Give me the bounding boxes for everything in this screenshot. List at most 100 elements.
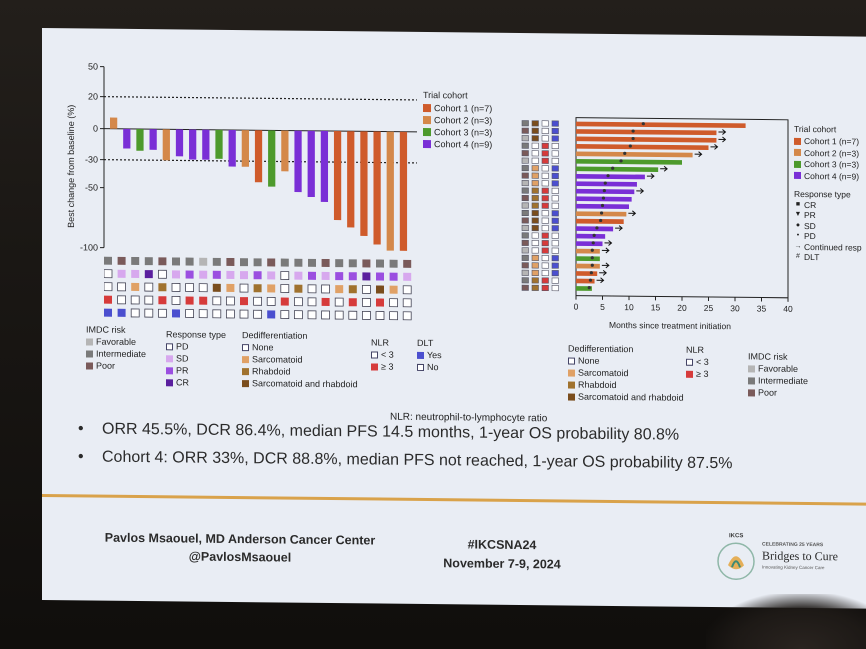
presenter-name: Pavlos Msaouel, MD Anderson Cancer Cente… [104,530,376,548]
response-marker-icon [590,248,594,252]
waterfall-annotation-cell [104,308,112,317]
waterfall-annotation-cell [348,310,358,320]
legend-item: No [417,362,442,373]
bullet-dot-icon: • [78,448,84,466]
waterfall-annotation-cell [104,282,113,292]
response-marker-icon [587,286,591,290]
legend-item: ≥ 3 [371,361,394,372]
bullet-item: • ORR 45.5%, DCR 86.4%, median PFS 14.5 m… [72,420,852,446]
response-marker-icon [599,211,604,215]
waterfall-annotation-cell [158,283,167,292]
right-legends: Dedifferentiation None Sarcomatoid Rhabdoid… [568,340,866,413]
waterfall-bar [202,129,210,160]
legend-item: < 3 [686,357,709,368]
waterfall-y-tick-label: 20 [88,91,98,101]
swimmer-annotation-cell [531,142,539,149]
waterfall-annotation-cell [253,258,262,267]
bullet-dot-icon: • [78,420,84,438]
swimmer-annotation-cell [551,120,559,127]
presentation-slide: 50 20 0 -30 -50 -100 Best change from baselin… [42,28,866,609]
swimmer-annotation-cell [551,285,559,292]
legend-swatch [417,351,424,360]
swimmer-annotation-cell [521,157,529,164]
waterfall-bar [268,130,276,187]
left-legends: IMDC risk Favorable Intermediate Poor Respo… [86,324,442,408]
waterfall-annotation-cell [226,309,235,319]
legend-item: < 3 [371,349,394,360]
legend-label: None [578,355,600,366]
swimmer-annotation-cell [541,284,549,292]
logo-tagline: CELEBRATING 25 YEARS [762,541,824,549]
swimmer-annotation-cell [521,269,529,276]
swimmer-annotation-cell [531,187,539,194]
response-marker-icon [601,196,606,200]
waterfall-annotation-cell [104,295,112,304]
waterfall-annotation-cell [267,310,276,319]
swimmer-x-tick-label: 10 [624,302,634,312]
continued-response-arrow-icon [710,143,719,150]
waterfall-bar [136,128,144,151]
waterfall-bar [281,130,289,172]
legend-swatch [166,343,173,351]
swimmer-annotation-cell [551,165,559,172]
legend-swatch [423,127,431,137]
legend-swatch [794,137,801,145]
waterfall-annotation-cell [253,296,263,306]
legend-item: Intermediate [86,348,146,360]
swimmer-annotation-cell [551,180,559,187]
swimmer-annotation-cell [531,269,539,276]
swimmer-annotation-cell [521,224,529,231]
swimmer-annotation-cell [531,195,539,202]
legend-swatch [423,139,431,149]
response-marker-icon [589,271,593,275]
waterfall-annotation-cell [321,258,330,268]
swimmer-annotation-cell [521,217,529,224]
swimmer-annotation-cell [521,232,529,239]
waterfall-y-tick-label: 0 [93,124,98,134]
swimmer-annotation-cell [531,232,539,239]
waterfall-annotation-cell [158,269,167,279]
swimmer-annotation-cell [541,127,549,134]
legend-title: IMDC risk [748,351,788,362]
waterfall-annotation-cell [280,297,289,306]
waterfall-annotation-cell [321,271,330,281]
waterfall-bar [333,131,342,221]
waterfall-annotation-cell [266,296,276,306]
waterfall-annotation-cell [376,285,384,294]
bullet-text: ORR 45.5%, DCR 86.4%, median PFS 14.5 mo… [102,420,680,444]
continued-response-arrow-icon [601,262,610,269]
continued-response-arrow-icon [694,151,703,158]
logo-acronym: IKCS [729,533,744,540]
swimmer-legend-item: Cohort 4 (n=9) [794,170,862,181]
waterfall-annotation-cell [376,259,384,268]
continued-response-arrow-icon [604,240,613,246]
waterfall-bar [294,130,302,193]
swimmer-annotation-cell [551,247,559,254]
response-marker-icon [592,233,596,237]
response-legend-item: • PD [794,231,862,242]
waterfall-annotation-cell [172,270,180,279]
legend-label: Favorable [758,363,799,374]
swimmer-annotation-cell [531,262,539,269]
swimmer-bar [576,129,717,136]
swimmer-annotation-cell [521,127,529,134]
waterfall-annotation-cell [376,298,384,307]
swimmer-annotation-cell [541,225,549,232]
swimmer-bar [576,271,598,277]
waterfall-annotation-cell [212,309,222,319]
conference-dates: November 7-9, 2024 [443,556,561,572]
legend-label: Continued resp [804,241,862,253]
waterfall-legend-title: Trial cohort [423,89,468,101]
legend-swatch [748,377,755,385]
waterfall-annotation-cell [226,270,235,280]
continued-response-arrow-icon [628,210,637,217]
response-marker-icon [602,188,606,193]
swimmer-annotation-cell [551,232,559,239]
swimmer-bar [576,256,600,262]
waterfall-annotation-cell [198,309,208,319]
swimmer-annotation-cell [521,202,529,209]
waterfall-legend-item: Cohort 3 (n=3) [423,127,492,138]
legend-swatch [568,369,575,377]
legend-title: IMDC risk [86,324,126,335]
waterfall-annotation-cell [280,310,290,319]
